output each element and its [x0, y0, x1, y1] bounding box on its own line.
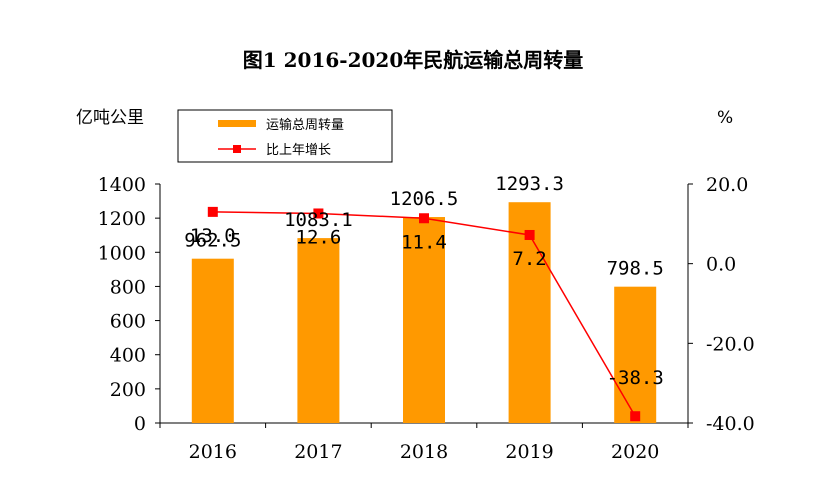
- bar-value-label: 1293.3: [495, 173, 564, 195]
- y-left-tick-label: 0: [134, 413, 146, 435]
- line-marker-2016: [207, 206, 218, 217]
- y-left-tick-label: 600: [110, 311, 146, 333]
- growth-value-label: 7.2: [512, 248, 546, 270]
- growth-value-label: -38.3: [607, 367, 664, 389]
- y-left-unit: 亿吨公里: [76, 108, 144, 128]
- x-tick-label: 2016: [189, 441, 237, 463]
- y-right-unit: %: [717, 108, 733, 128]
- y-left-tick-label: 200: [110, 379, 146, 401]
- y-right-tick-label: 20.0: [706, 174, 748, 196]
- axes: 0 200 400 600 800 1000 1200 1400 -40.0 -20.0 0.0 20…: [98, 174, 755, 463]
- y-left-tick-label: 1200: [98, 208, 146, 230]
- x-tick-label: 2017: [294, 441, 342, 463]
- chart-title: 图1 2016-2020年民航运输总周转量: [242, 48, 584, 72]
- bar-2018: [403, 217, 445, 423]
- legend: 运输总周转量 比上年增长: [177, 109, 393, 163]
- x-tick-label: 2018: [400, 441, 448, 463]
- y-right-tick-label: -20.0: [706, 333, 755, 355]
- line-marker-2020: [630, 411, 641, 422]
- growth-value-label: 11.4: [401, 231, 447, 253]
- bar-value-label: 1206.5: [390, 188, 459, 210]
- line-marker-2018: [419, 213, 429, 224]
- line-marker-2019: [524, 229, 535, 240]
- legend-bar-swatch: [218, 120, 256, 127]
- y-left-tick-label: 800: [110, 276, 146, 298]
- x-tick-label: 2019: [505, 441, 553, 463]
- bar-value-label: 798.5: [607, 258, 664, 280]
- line-marker-2017: [313, 208, 324, 219]
- y-right-tick-label: -40.0: [706, 413, 755, 435]
- legend-line-label: 比上年增长: [266, 143, 331, 158]
- growth-value-label: 13.0: [190, 225, 236, 247]
- legend-box: [177, 109, 393, 163]
- y-left-tick-label: 400: [110, 345, 146, 367]
- bar-2017: [297, 238, 340, 423]
- bar-2016: [191, 258, 234, 423]
- y-left-tick-label: 1000: [98, 242, 146, 264]
- y-right-tick-label: 0.0: [706, 254, 736, 276]
- line-series: [207, 206, 641, 422]
- bar-series: [191, 202, 657, 423]
- growth-value-label: 12.6: [296, 226, 342, 248]
- legend-line-marker: [233, 145, 241, 153]
- bar-value-label: 962.5: [184, 230, 241, 252]
- bar-2020: [614, 286, 657, 423]
- legend-bar-label: 运输总周转量: [266, 117, 344, 133]
- y-left-tick-label: 1400: [98, 174, 146, 196]
- data-labels: 962.5 1083.1 1206.5 1293.3 798.5 13.0 12.6 11.4…: [184, 173, 664, 389]
- bar-value-label: 1083.1: [284, 209, 353, 231]
- x-tick-label: 2020: [611, 441, 659, 463]
